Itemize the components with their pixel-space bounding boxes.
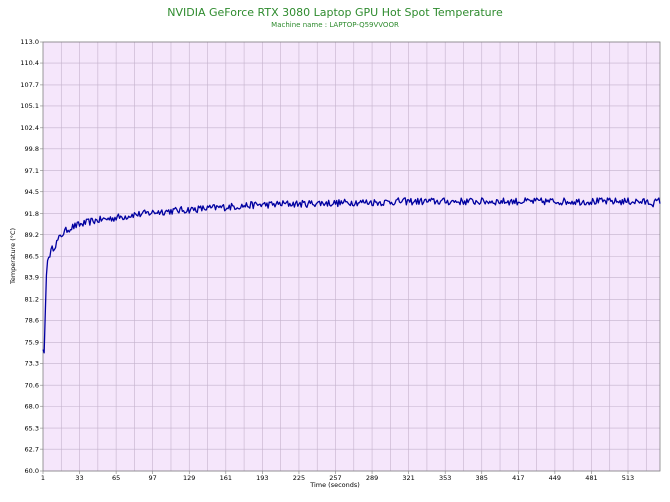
y-tick-label: 91.8 [25, 210, 39, 218]
x-tick-label: 65 [112, 474, 120, 482]
x-tick-label: 289 [366, 474, 378, 482]
series-line [42, 197, 661, 354]
x-tick-label: 513 [622, 474, 634, 482]
y-tick-label: 107.7 [20, 81, 39, 89]
x-tick-label: 353 [439, 474, 451, 482]
y-tick-label: 65.3 [25, 424, 39, 432]
y-tick-label: 89.2 [25, 231, 39, 239]
chart-subtitle: Machine name : LAPTOP-Q59VVOOR [271, 21, 399, 29]
x-tick-label: 193 [256, 474, 268, 482]
y-tick-label: 97.1 [25, 167, 39, 175]
y-tick-label: 102.4 [20, 124, 39, 132]
x-tick-label: 225 [293, 474, 305, 482]
y-tick-label: 86.5 [25, 253, 39, 261]
x-tick-label: 385 [476, 474, 488, 482]
y-tick-label: 113.0 [20, 38, 39, 46]
x-tick-label: 161 [220, 474, 232, 482]
x-tick-label: 129 [183, 474, 195, 482]
y-tick-label: 68.0 [25, 402, 39, 410]
y-tick-label: 105.1 [20, 102, 39, 110]
y-tick-label: 73.3 [25, 360, 39, 368]
series-layer [42, 197, 661, 354]
y-tick-label: 70.6 [25, 381, 39, 389]
x-tick-label: 1 [41, 474, 45, 482]
x-tick-label: 417 [512, 474, 524, 482]
x-tick-label: 97 [149, 474, 157, 482]
y-tick-label: 62.7 [25, 445, 39, 453]
chart-title: NVIDIA GeForce RTX 3080 Laptop GPU Hot S… [167, 6, 503, 19]
y-axis-ticks: 113.0 110.4 107.7 105.1 102.4 99.8 97.1 94.5 91.… [20, 38, 43, 475]
y-tick-label: 99.8 [25, 145, 39, 153]
y-tick-label: 110.4 [20, 59, 39, 67]
x-axis-ticks: 1 33 65 97 129 161 193 225 257 289 321 353 385 417 449… [41, 471, 634, 482]
y-tick-label: 78.6 [25, 317, 39, 325]
x-tick-label: 257 [329, 474, 341, 482]
x-tick-label: 481 [585, 474, 597, 482]
x-tick-label: 449 [549, 474, 561, 482]
x-axis-label: Time (seconds) [309, 481, 360, 489]
x-tick-label: 33 [75, 474, 83, 482]
y-tick-label: 83.9 [25, 274, 39, 282]
y-tick-label: 60.0 [25, 467, 39, 475]
y-tick-label: 81.2 [25, 296, 39, 304]
y-tick-label: 94.5 [25, 188, 39, 196]
plot-border [42, 41, 661, 472]
x-tick-label: 321 [402, 474, 414, 482]
y-axis-label: Temperature (°C) [9, 228, 17, 285]
y-tick-label: 75.9 [25, 339, 39, 347]
